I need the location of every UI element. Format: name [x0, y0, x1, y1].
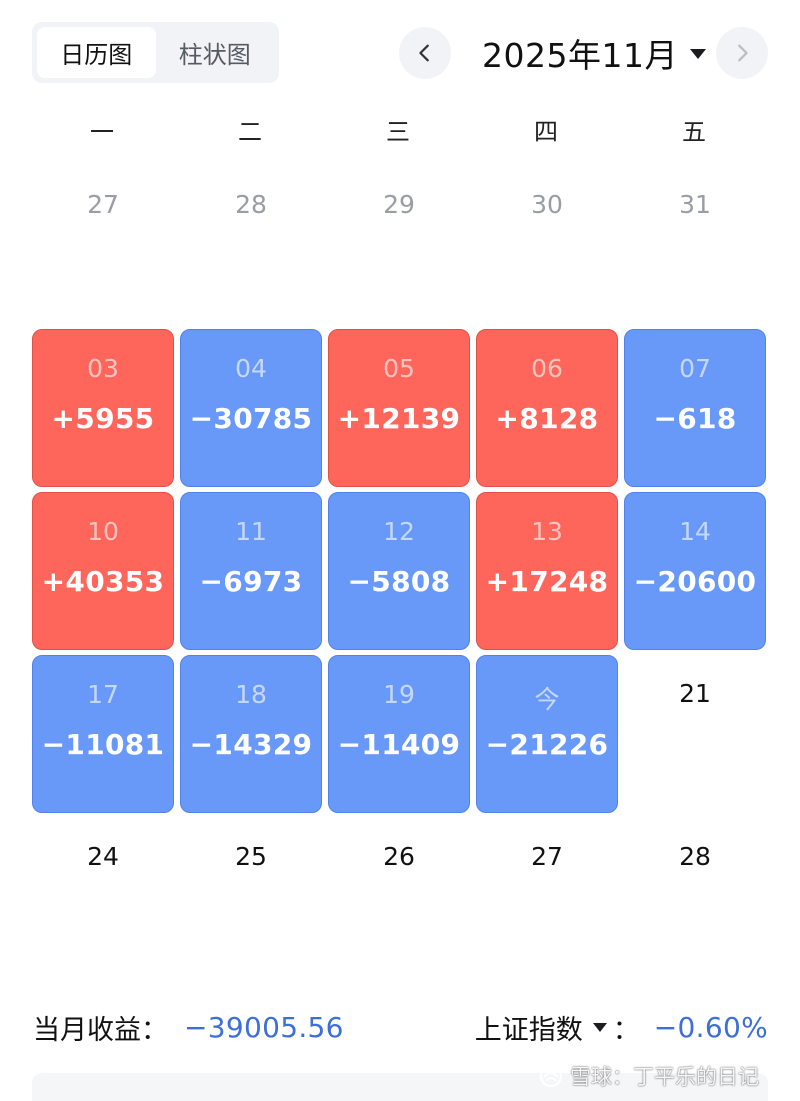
daily-pnl: −21226 [485, 728, 609, 761]
daily-pnl: −11409 [337, 728, 461, 761]
tab-bar-chart-view[interactable]: 柱状图 [178, 41, 251, 69]
daily-pnl: +40353 [41, 565, 165, 598]
calendar-day-cell: 27 [32, 166, 174, 324]
calendar-day-cell: 25 [180, 818, 322, 976]
index-colon: ： [612, 1014, 640, 1046]
monthly-pnl-label: 当月收益： [33, 1014, 168, 1046]
day-number: 29 [383, 190, 415, 219]
calendar-day-cell[interactable]: 18 −14329 [180, 655, 322, 813]
index-compare: 上证指数 ： −0.60% [475, 1006, 768, 1048]
day-number: 11 [235, 517, 267, 546]
day-number: 12 [383, 517, 415, 546]
day-number: 28 [235, 190, 267, 219]
day-number: 10 [87, 517, 119, 546]
weekday-label: 二 [238, 118, 262, 146]
daily-pnl: −20600 [633, 565, 757, 598]
weekday-label: 三 [386, 118, 410, 146]
prev-month-button[interactable] [399, 27, 451, 79]
calendar-day-cell[interactable]: 11 −6973 [180, 492, 322, 650]
index-name: 上证指数 [474, 1014, 583, 1046]
watermark: 雪球：丁平乐的日记 [538, 1061, 759, 1091]
day-number: 31 [679, 190, 711, 219]
daily-pnl: −30785 [189, 402, 313, 435]
daily-pnl: +8128 [495, 402, 599, 435]
monthly-summary: 当月收益： −39005.56 [33, 1006, 344, 1048]
daily-pnl: −5808 [347, 565, 451, 598]
calendar-day-cell[interactable]: 04 −30785 [180, 329, 322, 487]
calendar-day-cell: 31 [624, 166, 766, 324]
index-selector[interactable]: 上证指数 [475, 1008, 607, 1047]
calendar-day-cell[interactable]: 13 +17248 [476, 492, 618, 650]
daily-pnl: −6973 [199, 565, 303, 598]
calendar-day-cell: 29 [328, 166, 470, 324]
calendar-day-cell: 26 [328, 818, 470, 976]
next-month-button[interactable] [716, 27, 768, 79]
calendar-day-cell[interactable]: 14 −20600 [624, 492, 766, 650]
daily-pnl: +12139 [337, 402, 461, 435]
day-number: 17 [87, 680, 119, 709]
daily-pnl: −11081 [41, 728, 165, 761]
caret-down-icon [689, 49, 706, 59]
day-number: 03 [87, 354, 119, 383]
monthly-pnl-value: −39005.56 [184, 1010, 344, 1044]
day-number: 14 [679, 517, 711, 546]
day-number: 30 [531, 190, 563, 219]
month-title: 2025年11月 [482, 36, 678, 75]
weekday-label: 五 [682, 118, 706, 146]
calendar-day-cell-today[interactable]: 今 −21226 [476, 655, 618, 813]
calendar-day-cell[interactable]: 07 −618 [624, 329, 766, 487]
day-number: 25 [235, 842, 267, 871]
day-number: 21 [679, 679, 711, 708]
watermark-text: 雪球：丁平乐的日记 [570, 1065, 759, 1089]
bottom-card [32, 1073, 768, 1101]
calendar-day-cell: 24 [32, 818, 174, 976]
day-number: 19 [383, 680, 415, 709]
calendar-day-cell[interactable]: 17 −11081 [32, 655, 174, 813]
today-marker: 今 [534, 685, 560, 714]
day-number: 24 [87, 842, 119, 871]
chevron-left-icon [419, 44, 429, 62]
snowball-logo-icon [539, 1064, 563, 1088]
tab-calendar-view[interactable]: 日历图 [37, 27, 156, 78]
view-toggle: 日历图 柱状图 [32, 22, 279, 83]
day-number: 04 [235, 354, 267, 383]
day-number: 18 [235, 680, 267, 709]
day-number: 13 [531, 517, 563, 546]
calendar-day-cell: 28 [180, 166, 322, 324]
calendar-day-cell: 21 [624, 655, 766, 813]
day-number: 27 [87, 190, 119, 219]
day-number: 26 [383, 842, 415, 871]
month-picker[interactable]: 2025年11月 [482, 30, 706, 76]
daily-pnl: +5955 [51, 402, 155, 435]
daily-pnl: −618 [653, 402, 737, 435]
day-number: 06 [531, 354, 563, 383]
calendar-day-cell: 30 [476, 166, 618, 324]
caret-down-icon [592, 1022, 607, 1032]
calendar-day-cell: 27 [476, 818, 618, 976]
calendar-day-cell[interactable]: 05 +12139 [328, 329, 470, 487]
weekday-label: 四 [534, 118, 558, 146]
calendar-day-cell[interactable]: 06 +8128 [476, 329, 618, 487]
chevron-right-icon [738, 44, 748, 62]
daily-pnl: −14329 [189, 728, 313, 761]
calendar-day-cell[interactable]: 19 −11409 [328, 655, 470, 813]
weekday-label: 一 [90, 118, 114, 146]
calendar-day-cell[interactable]: 12 −5808 [328, 492, 470, 650]
calendar-day-cell: 28 [624, 818, 766, 976]
weekday-header: 一 二 三 四 五 [31, 112, 769, 152]
day-number: 28 [679, 842, 711, 871]
day-number: 07 [679, 354, 711, 383]
calendar-day-cell[interactable]: 03 +5955 [32, 329, 174, 487]
day-number: 27 [531, 842, 563, 871]
day-number: 05 [383, 354, 415, 383]
calendar-day-cell[interactable]: 10 +40353 [32, 492, 174, 650]
index-change-value: −0.60% [653, 1010, 768, 1044]
daily-pnl: +17248 [485, 565, 609, 598]
